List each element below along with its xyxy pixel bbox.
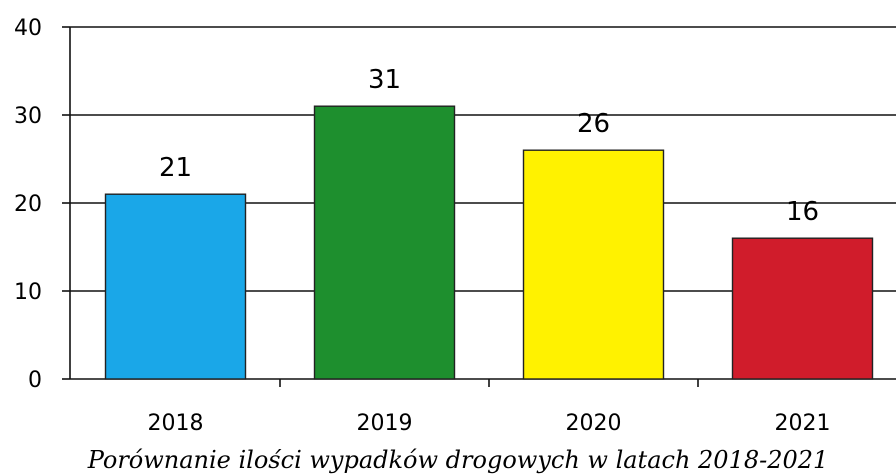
y-tick-label: 20	[14, 192, 42, 217]
bar-2021	[731, 237, 874, 380]
x-tick-label-2020: 2020	[566, 411, 622, 436]
chart-caption: Porównanie ilości wypadków drogowych w l…	[87, 446, 829, 474]
bar-2019	[313, 105, 456, 380]
data-label-2020: 26	[577, 109, 610, 139]
bars	[104, 105, 874, 380]
y-tick-label: 10	[14, 280, 42, 305]
data-label-2021: 16	[786, 197, 819, 227]
bar-2018	[104, 193, 247, 380]
x-tick-label-2019: 2019	[357, 411, 413, 436]
x-tick-label-2021: 2021	[775, 411, 831, 436]
y-axis	[62, 26, 71, 380]
y-tick-label: 0	[28, 368, 42, 393]
y-tick-labels: 0 10 20 30 40	[14, 16, 42, 393]
data-label-2018: 21	[159, 153, 192, 183]
x-tick-labels: 2018 2019 2020 2021	[148, 411, 831, 436]
y-tick-label: 30	[14, 104, 42, 129]
data-labels: 21 31 26 16	[159, 65, 819, 227]
bar-2020	[522, 149, 665, 380]
x-tick-label-2018: 2018	[148, 411, 204, 436]
x-axis	[70, 378, 896, 387]
data-label-2019: 31	[368, 65, 401, 95]
y-tick-label: 40	[14, 16, 42, 41]
